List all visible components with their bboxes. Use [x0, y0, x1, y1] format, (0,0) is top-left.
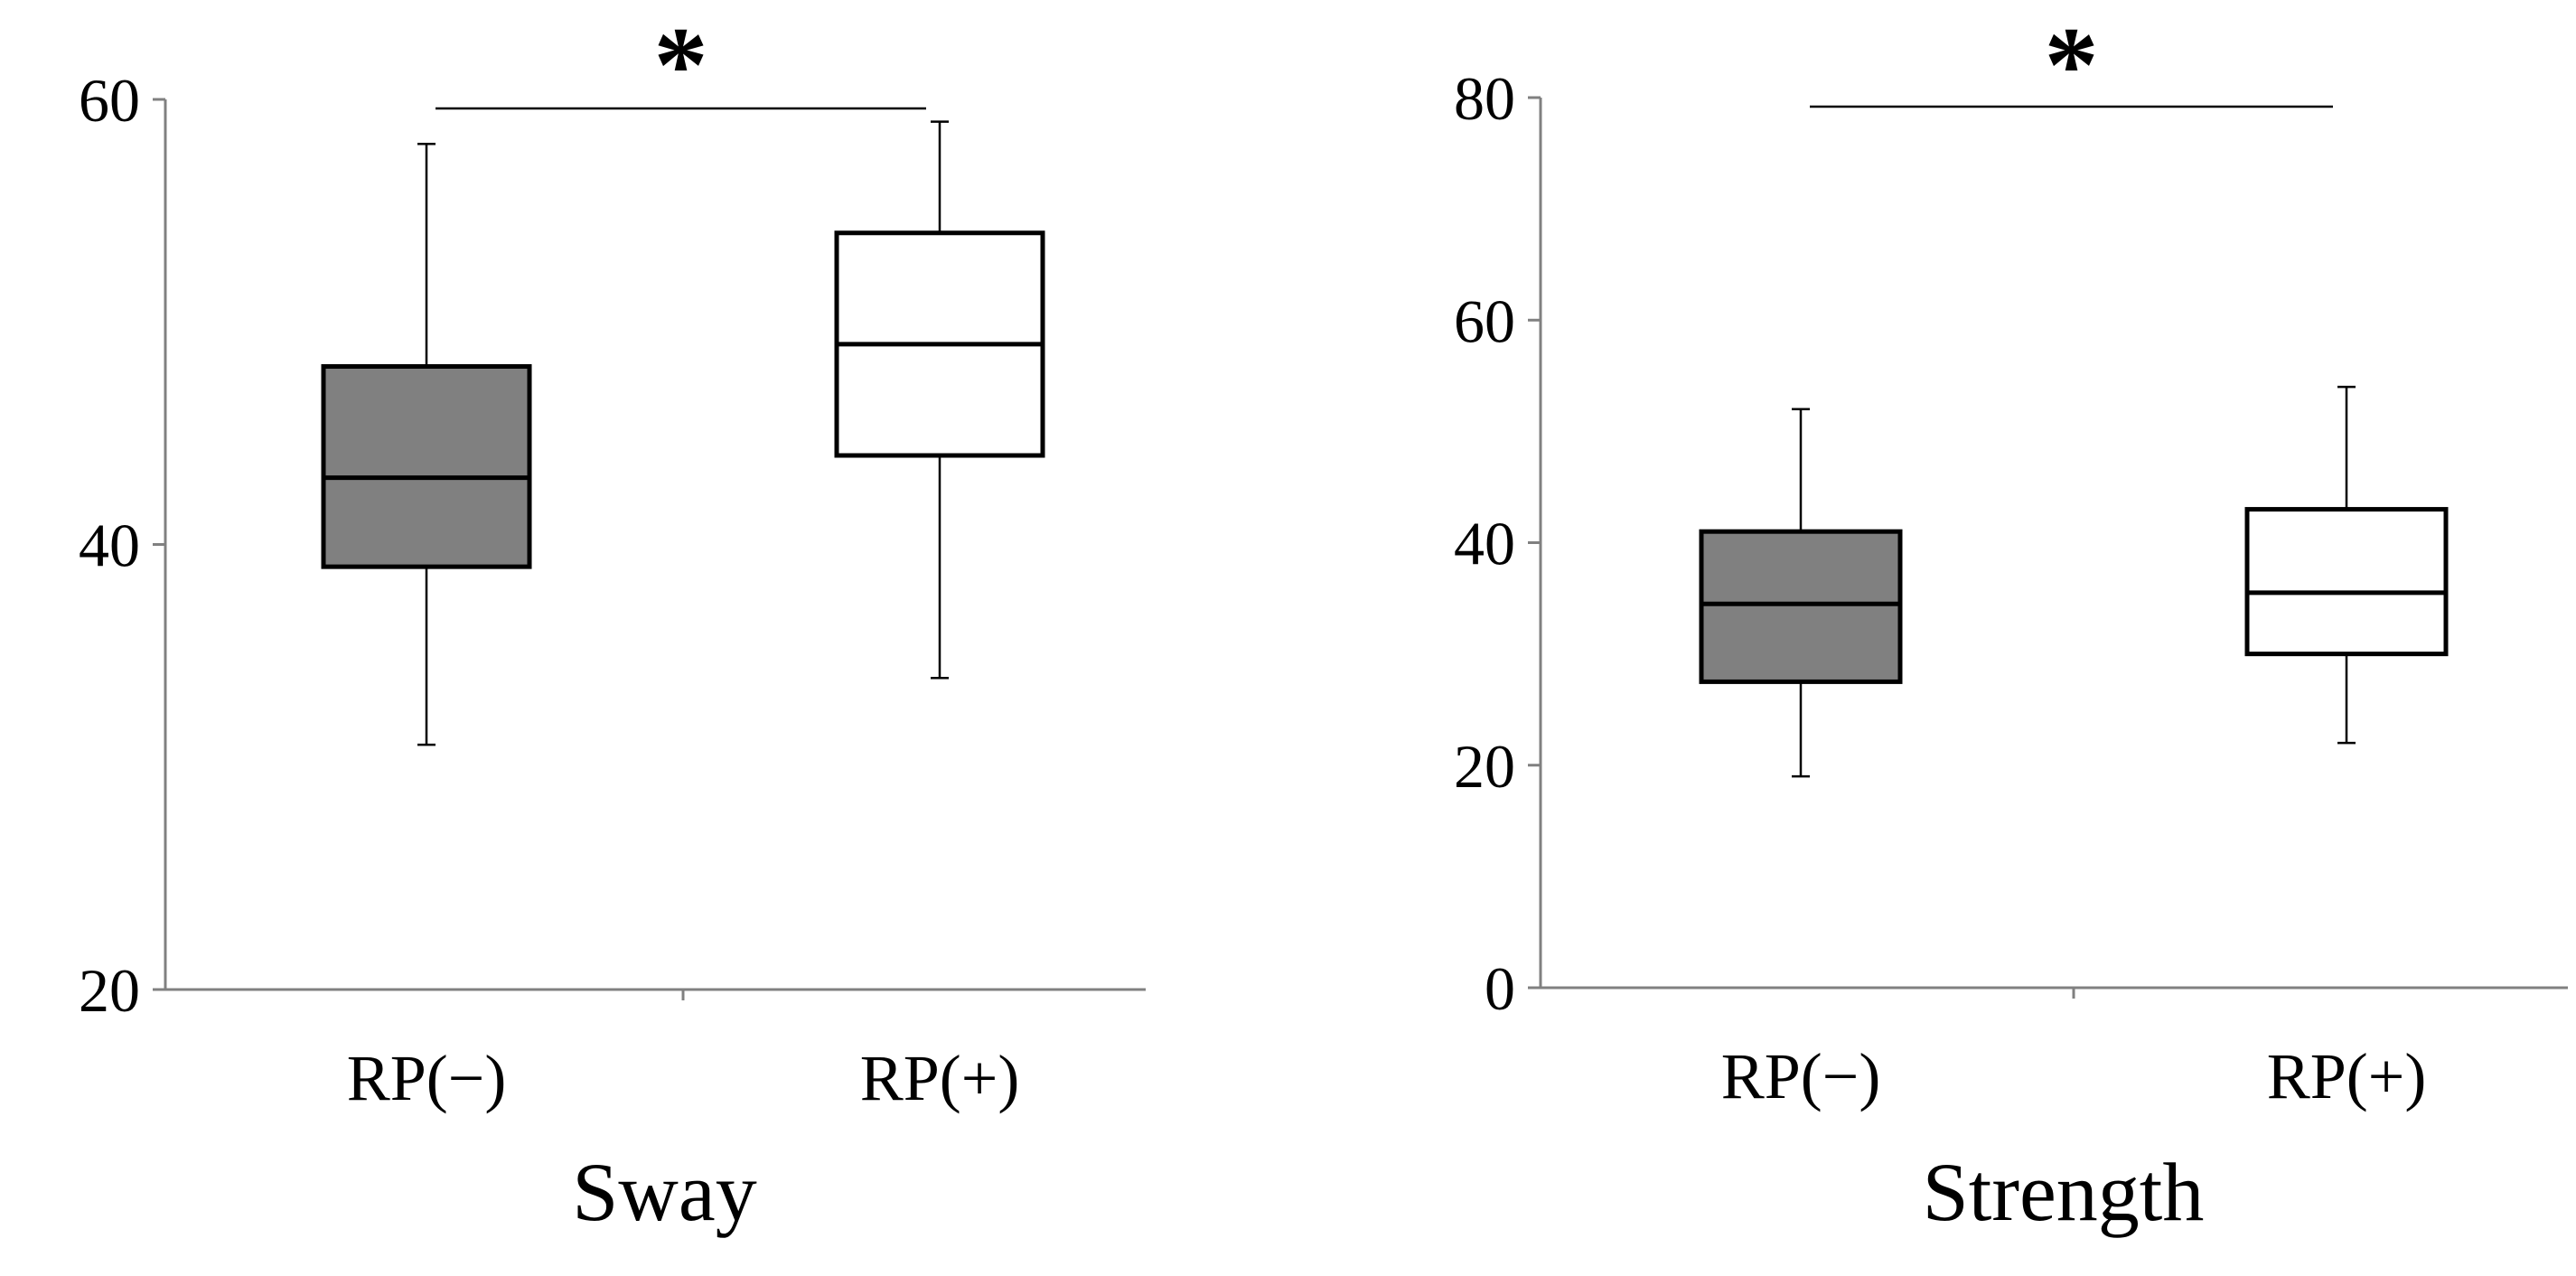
- category-label: RP(−): [347, 1042, 507, 1114]
- box-2: [2244, 385, 2449, 745]
- y-tick-label: 40: [1454, 510, 1515, 578]
- chart-panel-2: 0 20 40 60 80 RP(−) RP(+) * Strength: [1454, 5, 2568, 1238]
- y-tick-label: 60: [79, 66, 140, 135]
- category-label: RP(+): [860, 1042, 1020, 1114]
- y-tick-label: 40: [79, 511, 140, 580]
- significance-star: *: [654, 5, 708, 125]
- box-1: [1699, 408, 1903, 778]
- y-tick-label: 0: [1485, 954, 1515, 1023]
- y-tick-label: 80: [1454, 64, 1515, 133]
- box-2: [834, 120, 1045, 680]
- y-tick-label: 20: [79, 956, 140, 1025]
- chart-panel-1: 20 40 60 RP(−) RP(+) * Sway: [79, 5, 1146, 1238]
- iqr-box: [321, 364, 532, 569]
- category-label: RP(+): [2267, 1040, 2427, 1112]
- box-1: [321, 143, 532, 746]
- y-tick-label: 60: [1454, 286, 1515, 355]
- iqr-box: [2244, 507, 2449, 657]
- category-label: RP(−): [1721, 1040, 1881, 1112]
- panel-title: Strength: [1923, 1146, 2205, 1238]
- iqr-box: [1699, 529, 1903, 684]
- significance-star: *: [2045, 5, 2099, 125]
- panel-title: Sway: [572, 1146, 756, 1238]
- y-tick-label: 20: [1454, 732, 1515, 801]
